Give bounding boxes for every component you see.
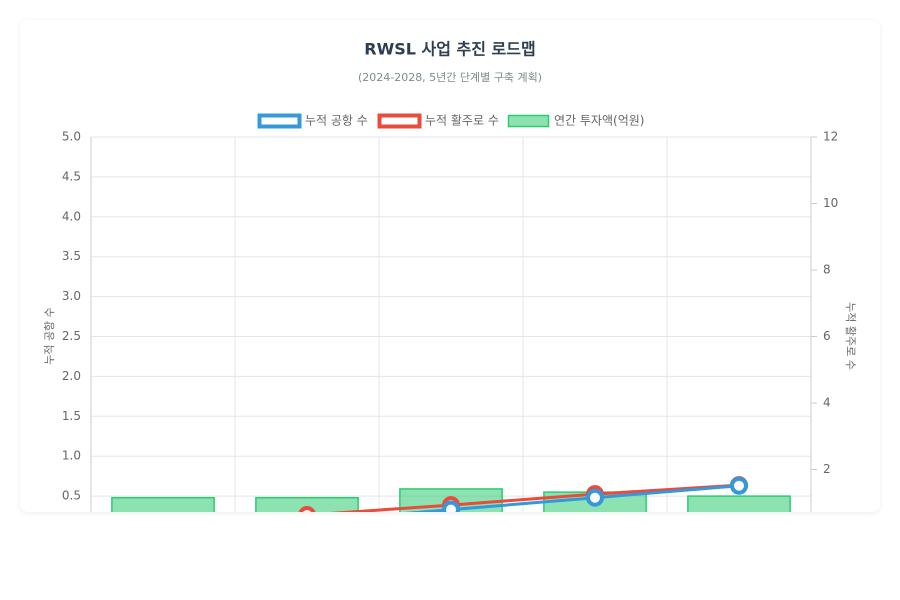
legend-label: 연간 투자액(억원) — [554, 114, 644, 128]
legend-swatch — [377, 113, 422, 129]
y-tick-label: 3.0 — [62, 289, 81, 303]
y-tick-label: 2.0 — [62, 369, 81, 383]
y-tick-label: 4.0 — [62, 209, 81, 223]
y-tick-label: 2.5 — [62, 329, 81, 343]
chart: RWSL 사업 추진 로드맵 (2024-2028, 5년간 단계별 구축 계획… — [43, 40, 858, 512]
y-axis-title: 누적 공항 수 — [43, 307, 56, 365]
y2-tick-label: 10 — [823, 196, 838, 210]
y2-axis-title: 누적 활주로 수 — [844, 302, 858, 370]
point — [586, 488, 604, 507]
legend-swatch — [507, 114, 550, 128]
y2-tick-label: 12 — [823, 130, 838, 144]
y2-tick-label: 6 — [823, 329, 831, 343]
y-tick-label: 0.5 — [62, 489, 81, 503]
bar — [255, 496, 359, 512]
point — [298, 506, 316, 512]
point — [730, 476, 748, 495]
y-tick-label: 1.0 — [62, 449, 81, 463]
y2-tick-label: 2 — [823, 462, 831, 476]
y-tick-label: 1.5 — [62, 409, 81, 423]
y-tick-label: 3.5 — [62, 249, 81, 263]
bar — [111, 496, 215, 512]
point — [442, 500, 460, 512]
chart-card: RWSL 사업 추진 로드맵 (2024-2028, 5년간 단계별 구축 계획… — [20, 20, 880, 512]
y-tick-label: 4.5 — [62, 169, 81, 183]
y-tick-label: 5.0 — [62, 130, 81, 144]
chart-title: RWSL 사업 추진 로드맵 — [364, 40, 535, 59]
legend-label: 누적 활주로 수 — [425, 114, 499, 128]
chart-subtitle: (2024-2028, 5년간 단계별 구축 계획) — [358, 71, 542, 84]
bar — [687, 495, 791, 512]
legend-label: 누적 공항 수 — [305, 114, 368, 128]
y2-tick-label: 4 — [823, 396, 831, 410]
legend-swatch — [257, 113, 302, 129]
y2-tick-label: 8 — [823, 263, 831, 277]
